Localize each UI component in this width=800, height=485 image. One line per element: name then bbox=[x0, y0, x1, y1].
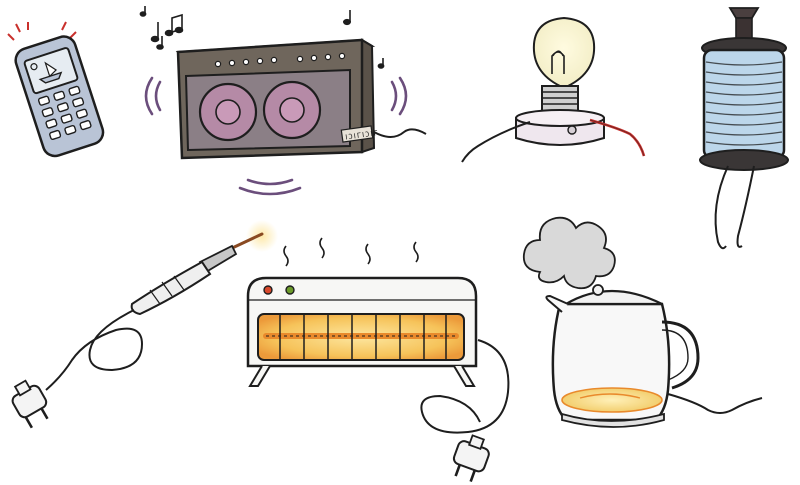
soldering-iron-icon bbox=[11, 220, 278, 429]
electromagnet-icon bbox=[699, 7, 789, 250]
electric-kettle-icon bbox=[522, 216, 763, 428]
light-bulb-icon bbox=[461, 16, 646, 163]
mobile-phone-icon bbox=[7, 21, 105, 158]
speaker-icon: ǀƆǀΓǀƆǀΓ bbox=[139, 6, 427, 196]
electric-heater-icon bbox=[246, 237, 510, 482]
